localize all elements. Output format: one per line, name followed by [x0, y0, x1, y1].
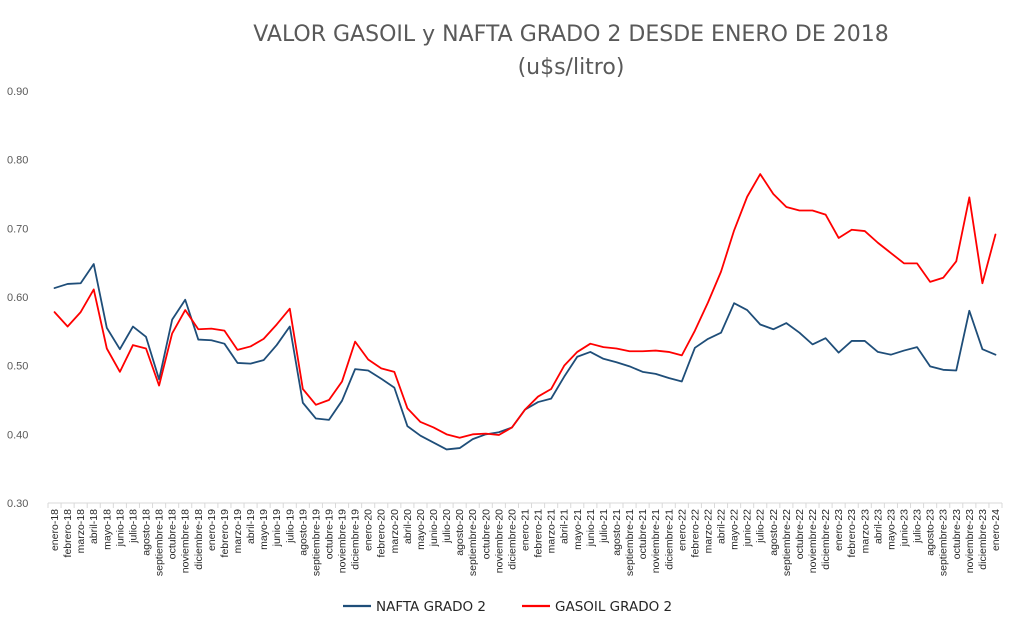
x-tick-label: mayo-21 — [572, 509, 584, 550]
x-tick-label: marzo-20 — [389, 509, 401, 554]
x-tick-label: febrero-19 — [219, 509, 231, 558]
x-tick-label: diciembre-22 — [820, 509, 832, 570]
x-tick-label: octubre-21 — [637, 509, 649, 559]
legend-item-nafta: NAFTA GRADO 2 — [343, 599, 486, 615]
x-tick-label: noviembre-23 — [964, 509, 976, 573]
x-tick-label: diciembre-21 — [663, 509, 675, 570]
x-tick-label: octubre-23 — [951, 509, 963, 559]
x-tick-label: septiembre-20 — [467, 509, 479, 576]
x-tick-label: agosto-18 — [141, 509, 153, 556]
x-tick-label: octubre-22 — [794, 509, 806, 559]
x-tick-label: enero-23 — [833, 509, 845, 551]
x-tick-label: junio-20 — [428, 509, 440, 548]
x-tick-label: abril-23 — [872, 509, 884, 544]
x-tick-label: julio-19 — [284, 509, 296, 544]
x-tick-label: septiembre-23 — [938, 509, 950, 576]
x-tick-label: agosto-23 — [925, 509, 937, 556]
legend-label-nafta: NAFTA GRADO 2 — [376, 599, 486, 615]
x-tick-label: octubre-20 — [480, 509, 492, 559]
x-axis: enero-18 febrero-18 marzo-18 abril-18 mayo-1… — [47, 502, 1003, 576]
x-tick-label: enero-21 — [520, 509, 532, 551]
x-tick-label: marzo-19 — [232, 509, 244, 554]
x-tick-label: marzo-18 — [75, 509, 87, 554]
x-tick-label: diciembre-20 — [506, 509, 518, 570]
legend-label-gasoil: GASOIL GRADO 2 — [555, 599, 672, 615]
series-lines — [53, 173, 997, 451]
x-tick-label: marzo-23 — [859, 509, 871, 554]
x-tick-label: febrero-18 — [62, 509, 74, 558]
x-tick-label: febrero-21 — [533, 509, 545, 558]
x-tick-label: noviembre-21 — [650, 509, 662, 573]
x-tick-label: noviembre-19 — [337, 509, 349, 573]
y-tick-label: 0.80 — [7, 155, 28, 167]
x-tick-label: noviembre-20 — [493, 509, 505, 573]
x-tick-label: abril-20 — [402, 509, 414, 544]
chart-subtitle: (u$s/litro) — [518, 55, 625, 80]
x-tick-label: marzo-21 — [546, 509, 558, 554]
x-tick-label: enero-22 — [676, 509, 688, 551]
y-tick-label: 0.50 — [7, 361, 28, 373]
x-tick-label: noviembre-22 — [807, 509, 819, 573]
x-tick-label: septiembre-19 — [310, 509, 322, 576]
x-tick-label: enero-20 — [363, 509, 375, 551]
y-tick-label: 0.70 — [7, 223, 28, 235]
legend-item-gasoil: GASOIL GRADO 2 — [522, 599, 672, 615]
x-tick-label: febrero-23 — [846, 509, 858, 558]
series-line-gasoil — [53, 173, 997, 439]
x-tick-label: mayo-20 — [415, 509, 427, 550]
x-tick-label: junio-21 — [585, 509, 597, 548]
x-tick-label: octubre-18 — [167, 509, 179, 559]
x-tick-label: mayo-22 — [729, 509, 741, 550]
x-tick-label: enero-24 — [990, 509, 1002, 551]
x-tick-label: diciembre-18 — [193, 509, 205, 570]
x-tick-label: abril-19 — [245, 509, 257, 544]
x-tick-label: abril-22 — [716, 509, 728, 544]
x-tick-label: agosto-21 — [611, 509, 623, 556]
x-tick-label: junio-23 — [898, 509, 910, 548]
x-tick-label: septiembre-22 — [781, 509, 793, 576]
x-tick-label: mayo-18 — [101, 509, 113, 550]
y-tick-label: 0.60 — [7, 292, 28, 304]
x-tick-label: julio-20 — [441, 509, 453, 544]
x-tick-label: septiembre-18 — [154, 509, 166, 576]
x-tick-label: abril-18 — [88, 509, 100, 544]
x-tick-label: septiembre-21 — [624, 509, 636, 576]
x-tick-label: julio-23 — [912, 509, 924, 544]
x-tick-label: julio-18 — [127, 509, 139, 544]
x-tick-label: noviembre-18 — [180, 509, 192, 573]
x-tick-label: junio-18 — [114, 509, 126, 548]
y-tick-label: 0.40 — [7, 429, 28, 441]
x-tick-label: febrero-20 — [376, 509, 388, 558]
y-axis-tick-labels: 0.30 0.40 0.50 0.60 0.70 0.80 0.90 — [7, 86, 28, 510]
chart-title: VALOR GASOIL y NAFTA GRADO 2 DESDE ENERO… — [253, 22, 889, 47]
x-tick-label: mayo-23 — [885, 509, 897, 550]
x-tick-label: agosto-20 — [454, 509, 466, 556]
x-tick-label: mayo-19 — [258, 509, 270, 550]
x-tick-label: abril-21 — [559, 509, 571, 544]
x-tick-label: julio-22 — [755, 509, 767, 544]
x-tick-label: enero-19 — [206, 509, 218, 551]
x-tick-label: marzo-22 — [702, 509, 714, 554]
x-tick-label: diciembre-23 — [977, 509, 989, 570]
x-tick-label: octubre-19 — [323, 509, 335, 559]
y-tick-label: 0.30 — [7, 498, 28, 510]
y-tick-label: 0.90 — [7, 86, 28, 98]
x-tick-label: junio-19 — [271, 509, 283, 548]
x-tick-label: julio-21 — [598, 509, 610, 544]
x-tick-label: junio-22 — [742, 509, 754, 548]
x-tick-label: enero-18 — [49, 509, 61, 551]
legend: NAFTA GRADO 2 GASOIL GRADO 2 — [343, 599, 672, 615]
x-tick-label: febrero-22 — [689, 509, 701, 558]
x-tick-label: agosto-22 — [768, 509, 780, 556]
x-tick-label: agosto-19 — [297, 509, 309, 556]
x-tick-label: diciembre-19 — [350, 509, 362, 570]
